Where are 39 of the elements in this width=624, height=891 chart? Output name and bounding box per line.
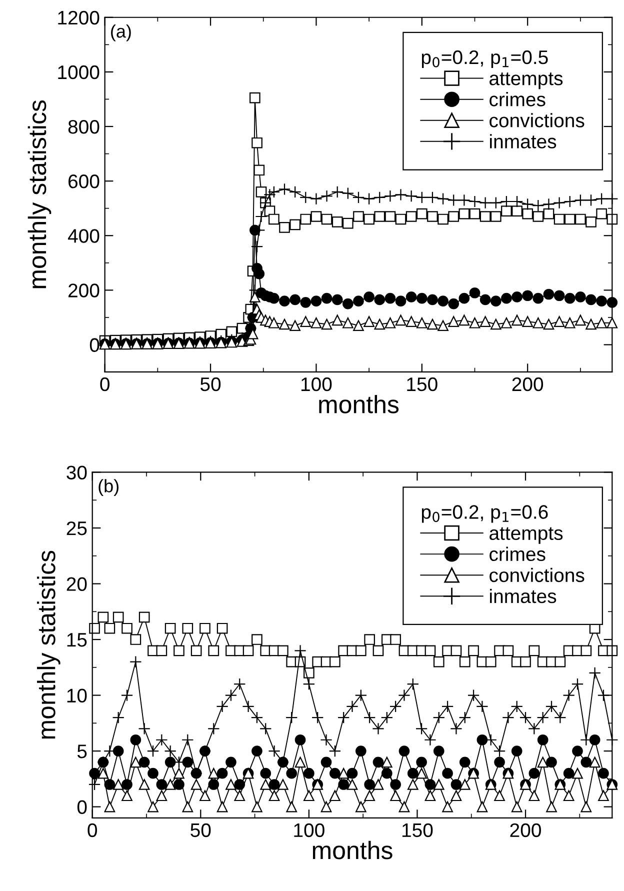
legend-label: inmates <box>490 134 556 148</box>
legend-title: p$_{0}$=0.2, p$_{1}$=0.5 <box>422 50 548 68</box>
legend-title: p$_{0}$=0.2, p$_{1}$=0.6 <box>422 505 548 523</box>
y-tick-label: 800 <box>68 120 100 134</box>
legend-label: attempts <box>490 72 563 90</box>
x-axis-title: months <box>312 840 392 860</box>
y-axis-title: monthly statistics <box>37 550 60 739</box>
y-tick-label: 200 <box>68 284 100 298</box>
x-tick-label: 200 <box>510 823 541 838</box>
y-tick-label: 600 <box>68 174 100 188</box>
y-tick-label: 5 <box>77 744 87 758</box>
legend-label: attempts <box>490 527 563 544</box>
x-tick-label: 200 <box>512 377 544 392</box>
y-tick-label: 1000 <box>58 65 100 80</box>
x-tick-label: 100 <box>301 377 332 392</box>
y-tick-label: 400 <box>68 229 100 243</box>
x-axis-title: months <box>319 394 399 414</box>
x-tick-label: 50 <box>190 823 211 838</box>
x-tick-label: 100 <box>294 823 324 838</box>
y-tick-label: 0 <box>90 338 100 352</box>
legend-label: inmates <box>490 588 556 604</box>
x-tick-label: 50 <box>200 377 221 392</box>
annotation: (a) <box>111 24 131 42</box>
x-tick-label: 0 <box>100 377 110 392</box>
y-tick-label: 30 <box>66 466 87 480</box>
y-axis-title: monthly statistics <box>28 100 52 288</box>
y-tick-label: 10 <box>67 688 87 703</box>
y-tick-label: 0 <box>77 800 87 814</box>
x-tick-label: 150 <box>407 377 438 392</box>
y-tick-label: 15 <box>67 633 87 647</box>
y-tick-label: 25 <box>66 521 87 536</box>
legend-label: crimes <box>490 546 546 562</box>
y-tick-label: 20 <box>66 577 87 591</box>
legend-label: crimes <box>490 92 546 106</box>
legend-label: convictions <box>490 113 584 128</box>
x-tick-label: 150 <box>402 823 433 838</box>
annotation: (b) <box>98 479 118 496</box>
y-tick-label: 1200 <box>58 10 100 25</box>
legend-label: convictions <box>490 568 584 582</box>
